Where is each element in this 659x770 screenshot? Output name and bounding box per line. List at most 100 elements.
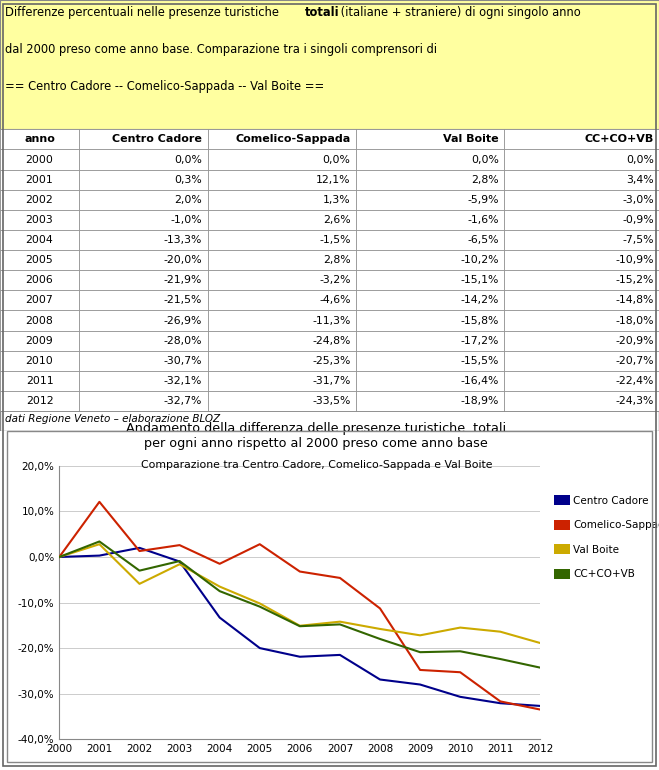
Text: -15,5%: -15,5% <box>461 356 499 366</box>
Text: -17,2%: -17,2% <box>461 336 499 346</box>
Text: -24,8%: -24,8% <box>312 336 351 346</box>
Text: -14,8%: -14,8% <box>616 296 654 306</box>
Bar <box>504 169 659 189</box>
Text: dal 2000 preso come anno base. Comparazione tra i singoli comprensori di: dal 2000 preso come anno base. Comparazi… <box>5 43 438 56</box>
Bar <box>356 230 504 250</box>
Bar <box>356 270 504 290</box>
Text: 2011: 2011 <box>26 376 53 386</box>
Text: 0,3%: 0,3% <box>175 175 202 185</box>
Text: -15,1%: -15,1% <box>461 276 499 285</box>
Text: -1,0%: -1,0% <box>171 215 202 225</box>
Text: -18,0%: -18,0% <box>616 316 654 326</box>
Text: 2,8%: 2,8% <box>471 175 499 185</box>
Bar <box>79 391 208 411</box>
Bar <box>208 350 356 371</box>
Text: 2,8%: 2,8% <box>323 255 351 265</box>
Bar <box>356 129 504 149</box>
Bar <box>0 330 79 350</box>
Text: -1,5%: -1,5% <box>319 235 351 245</box>
Bar <box>0 310 79 330</box>
Text: -3,0%: -3,0% <box>622 195 654 205</box>
Bar <box>356 391 504 411</box>
Text: 2007: 2007 <box>26 296 53 306</box>
Text: 2004: 2004 <box>26 235 53 245</box>
Text: 0,0%: 0,0% <box>175 155 202 165</box>
Bar <box>504 270 659 290</box>
Bar <box>504 371 659 391</box>
Bar <box>79 250 208 270</box>
Text: -18,9%: -18,9% <box>461 396 499 406</box>
Text: 0,0%: 0,0% <box>323 155 351 165</box>
Text: 2005: 2005 <box>26 255 53 265</box>
Text: 1,3%: 1,3% <box>323 195 351 205</box>
Bar <box>79 330 208 350</box>
Bar <box>504 310 659 330</box>
Text: -32,7%: -32,7% <box>164 396 202 406</box>
Text: -15,2%: -15,2% <box>616 276 654 285</box>
Bar <box>208 270 356 290</box>
Text: -13,3%: -13,3% <box>164 235 202 245</box>
Text: 2008: 2008 <box>26 316 53 326</box>
Bar <box>504 189 659 210</box>
Text: -20,9%: -20,9% <box>616 336 654 346</box>
Text: Centro Cadore: Centro Cadore <box>573 496 649 505</box>
Bar <box>208 330 356 350</box>
Bar <box>208 310 356 330</box>
Text: Comparazione tra Centro Cadore, Comelico-Sappada e Val Boite: Comparazione tra Centro Cadore, Comelico… <box>140 460 492 470</box>
Bar <box>504 330 659 350</box>
Bar <box>208 169 356 189</box>
Bar <box>208 391 356 411</box>
Bar <box>504 350 659 371</box>
Bar <box>356 371 504 391</box>
Text: 2006: 2006 <box>26 276 53 285</box>
Text: 2001: 2001 <box>26 175 53 185</box>
Text: -33,5%: -33,5% <box>312 396 351 406</box>
Text: -21,9%: -21,9% <box>164 276 202 285</box>
Bar <box>79 210 208 230</box>
Bar <box>0 230 79 250</box>
Text: -6,5%: -6,5% <box>467 235 499 245</box>
Text: (italiane + straniere) di ogni singolo anno: (italiane + straniere) di ogni singolo a… <box>337 6 581 19</box>
Bar <box>79 169 208 189</box>
Text: totali: totali <box>305 6 340 19</box>
Text: dati Regione Veneto – elaborazione BLOZ: dati Regione Veneto – elaborazione BLOZ <box>5 414 220 424</box>
Text: -30,7%: -30,7% <box>164 356 202 366</box>
Text: -24,3%: -24,3% <box>616 396 654 406</box>
Text: 0,0%: 0,0% <box>626 155 654 165</box>
Text: Centro Cadore: Centro Cadore <box>113 135 202 145</box>
Bar <box>356 189 504 210</box>
Text: -10,9%: -10,9% <box>616 255 654 265</box>
Bar <box>356 350 504 371</box>
Text: -11,3%: -11,3% <box>312 316 351 326</box>
Text: -20,7%: -20,7% <box>616 356 654 366</box>
Text: 2000: 2000 <box>26 155 53 165</box>
Bar <box>504 210 659 230</box>
Bar <box>0 189 79 210</box>
Bar <box>504 129 659 149</box>
Text: Val Boite: Val Boite <box>573 545 619 554</box>
Text: -31,7%: -31,7% <box>312 376 351 386</box>
Bar <box>208 250 356 270</box>
Text: -14,2%: -14,2% <box>461 296 499 306</box>
Text: -3,2%: -3,2% <box>319 276 351 285</box>
Text: -21,5%: -21,5% <box>164 296 202 306</box>
Bar <box>504 149 659 169</box>
Bar <box>0 129 79 149</box>
Bar <box>208 189 356 210</box>
Text: 2003: 2003 <box>26 215 53 225</box>
Bar <box>79 149 208 169</box>
Bar <box>79 230 208 250</box>
Bar <box>0 169 79 189</box>
Bar <box>0 0 659 129</box>
Bar <box>208 149 356 169</box>
Text: 0,0%: 0,0% <box>471 155 499 165</box>
Text: == Centro Cadore -- Comelico-Sappada -- Val Boite ==: == Centro Cadore -- Comelico-Sappada -- … <box>5 80 324 92</box>
Bar <box>79 371 208 391</box>
Bar <box>356 310 504 330</box>
Bar <box>0 391 79 411</box>
Text: Comelico-Sappada: Comelico-Sappada <box>235 135 351 145</box>
Bar <box>208 230 356 250</box>
Text: 2012: 2012 <box>26 396 53 406</box>
Bar <box>504 230 659 250</box>
Text: 2,6%: 2,6% <box>323 215 351 225</box>
